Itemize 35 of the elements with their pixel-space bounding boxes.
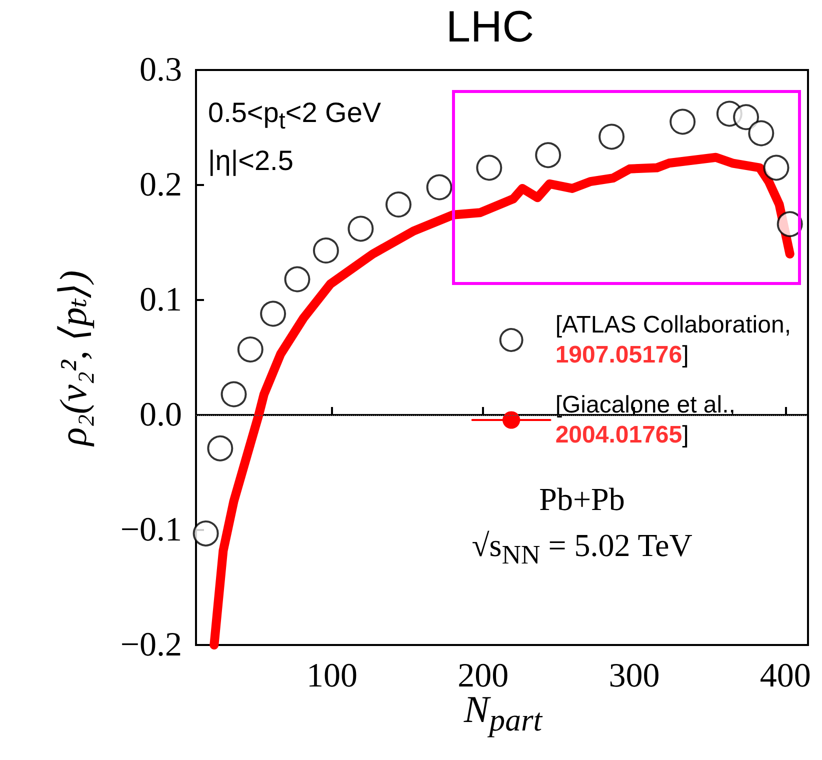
point — [426, 174, 452, 200]
point — [207, 435, 234, 462]
point — [670, 108, 696, 135]
y-tick-label: 0.2 — [140, 166, 182, 204]
x-tick-label: 300 — [608, 658, 660, 694]
annotation: Pb+Pb — [539, 481, 625, 518]
point — [192, 520, 219, 546]
point — [598, 124, 625, 150]
y-tick-label: 0.3 — [140, 52, 182, 88]
point — [220, 381, 247, 408]
point — [776, 211, 803, 238]
y-tick-label: 0.0 — [140, 396, 182, 434]
point — [284, 266, 310, 292]
point — [763, 154, 790, 181]
point — [748, 120, 774, 146]
point — [260, 300, 286, 327]
point — [348, 216, 374, 242]
y-tick-label: −0.1 — [120, 512, 182, 548]
y-axis-title: ρ₂(v₂², ⟨pₜ⟩) — [53, 270, 96, 446]
annotation: 0.5<p$_{t}$<2 GeV — [208, 97, 382, 134]
point — [386, 192, 412, 218]
point — [535, 142, 562, 168]
point — [733, 104, 760, 130]
x-tick-label: 100 — [306, 658, 358, 694]
annotation: |η|<2.5 — [208, 145, 294, 177]
y-tick-label: −0.2 — [120, 626, 182, 664]
legend-label: [ATLAS Collaboration, 1907.05176] — [555, 312, 792, 368]
legend-label: [Giacalone et al., 2004.01765] — [555, 392, 736, 448]
annotation: √s$_{NN}$ = 5.02 TeV — [472, 527, 692, 570]
chart-title: LHC — [446, 2, 534, 52]
y-tick-label: 0.1 — [140, 282, 182, 318]
x-tick-label: 400 — [760, 658, 811, 694]
point — [476, 154, 502, 181]
point — [237, 336, 264, 362]
point — [312, 238, 339, 264]
